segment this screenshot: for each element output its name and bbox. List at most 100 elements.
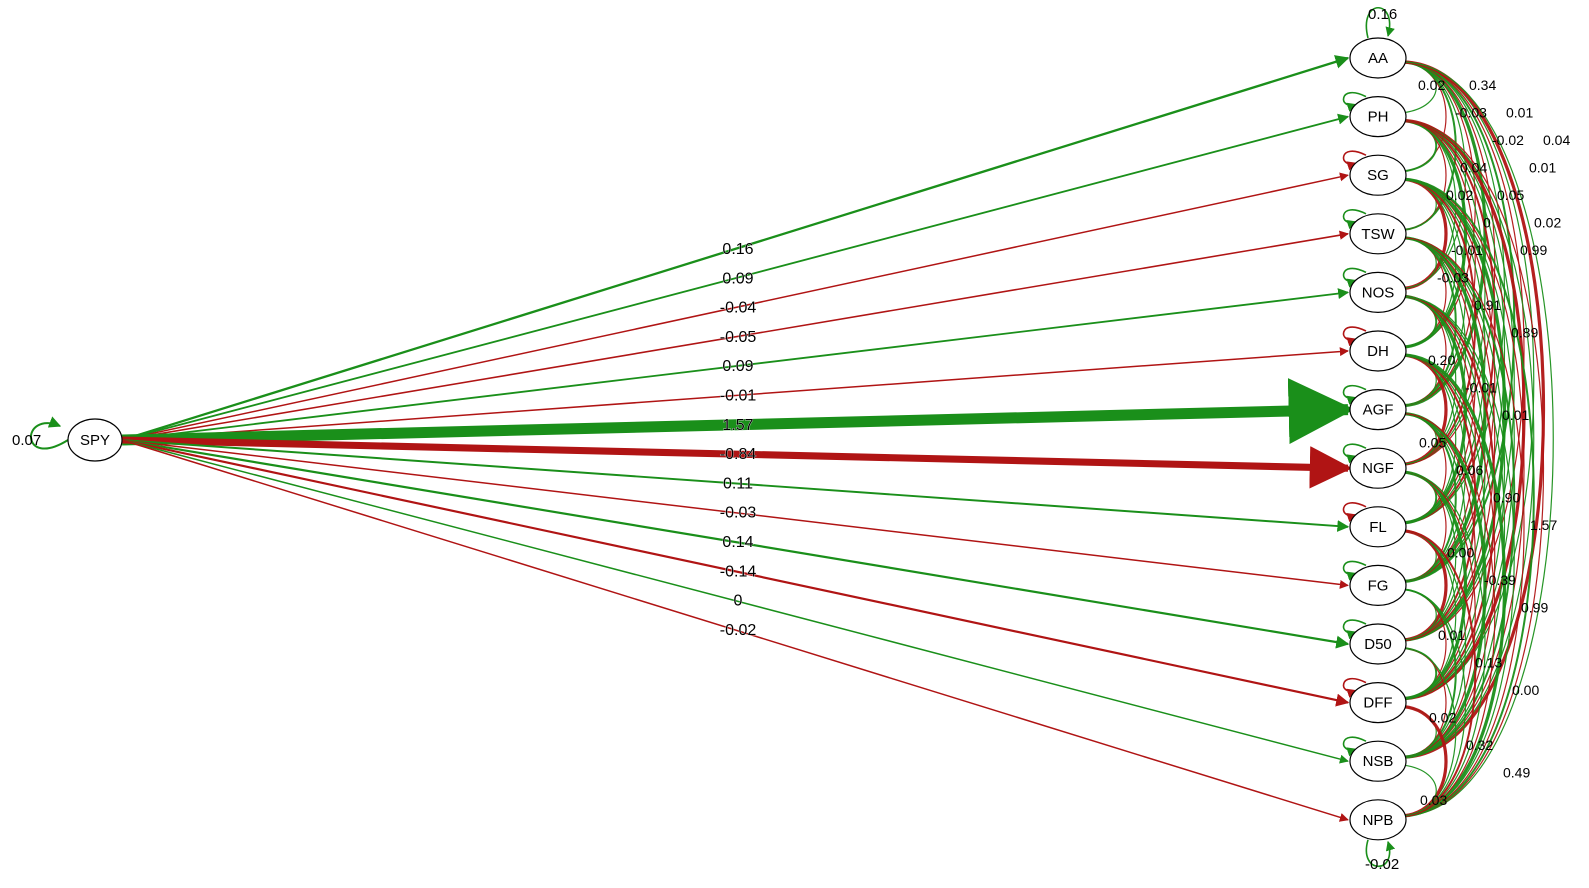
- path-label-spy-dh: -0.01: [720, 388, 757, 405]
- covariance-arc-aa-npb: [1403, 61, 1554, 817]
- covariance-arc-ph-fl: [1403, 119, 1496, 524]
- path-arrow-spy-ph[interactable]: [121, 113, 1350, 441]
- path-arrow-spy-ngf[interactable]: [121, 436, 1353, 489]
- ngf-node-label: NGF: [1362, 460, 1394, 477]
- covariance-arc-nos-dff: [1403, 295, 1496, 700]
- path-arrow-spy-fg[interactable]: [121, 439, 1349, 589]
- node-ph[interactable]: PH: [1349, 95, 1407, 138]
- covariance-label: -0.03: [1455, 105, 1487, 121]
- fg-ellipse: [1349, 564, 1407, 607]
- spy-ellipse: [67, 418, 123, 462]
- covariance-arc-sg-nsb: [1403, 178, 1525, 758]
- covariance-label: 0.00: [1512, 682, 1539, 698]
- self-loop-dh: [1342, 326, 1367, 347]
- nsb-ellipse: [1349, 740, 1407, 782]
- covariance-arc-ph-agf: [1403, 120, 1476, 407]
- path-label-spy-aa: 0.16: [722, 241, 753, 258]
- ph-ellipse: [1349, 95, 1407, 138]
- path-labels: 0.16 0.09 -0.04 -0.05 0.09 -0.01 1.57 -0.84 0.11…: [719, 241, 757, 640]
- path-arrow-spy-dh[interactable]: [121, 347, 1349, 441]
- path-label-spy-fl: 0.11: [723, 475, 753, 492]
- path-arrow-spy-sg[interactable]: [121, 172, 1349, 441]
- path-label-spy-nsb: 0: [734, 593, 743, 610]
- covariance-arc-ph-nsb: [1403, 120, 1535, 758]
- agf-node-label: AGF: [1363, 402, 1394, 419]
- tsw-node-label: TSW: [1361, 226, 1395, 243]
- covariance-label: 0: [1483, 215, 1491, 231]
- self-loop-fg: [1342, 560, 1367, 581]
- tsw-ellipse: [1349, 213, 1407, 255]
- path-label-spy-ngf: -0.84: [720, 446, 757, 463]
- path-arrow-spy-npb[interactable]: [121, 439, 1349, 822]
- self-loop-dff: [1342, 677, 1367, 698]
- covariance-label: -0.01: [1465, 380, 1497, 396]
- covariance-arc-aa-nsb: [1403, 60, 1545, 759]
- covariance-label: 0.01: [1506, 105, 1533, 121]
- aa-ellipse: [1349, 37, 1407, 79]
- path-label-spy-sg: -0.04: [720, 300, 757, 317]
- covariance-arc-sg-npb: [1403, 178, 1535, 817]
- dff-ellipse: [1349, 681, 1407, 724]
- covariance-arc-nos-fg: [1403, 295, 1476, 582]
- spy-node-label: SPY: [80, 432, 110, 449]
- node-fl[interactable]: FL: [1349, 506, 1407, 548]
- aa-node-label: AA: [1368, 50, 1388, 67]
- covariance-label: 0.06: [1456, 462, 1483, 478]
- covariance-label: 0.99: [1520, 242, 1547, 258]
- fl-node-label: FL: [1369, 519, 1387, 536]
- path-arrow-spy-fl[interactable]: [121, 439, 1350, 532]
- covariance-label: 0.04: [1460, 160, 1487, 176]
- d50-node-label: D50: [1364, 636, 1392, 653]
- node-sg[interactable]: SG: [1349, 154, 1407, 196]
- covariance-arc-tsw-npb: [1403, 237, 1525, 817]
- self-loop-nsb: [1342, 736, 1367, 757]
- covariance-arc-agf-npb: [1403, 413, 1496, 817]
- node-agf[interactable]: AGF: [1349, 389, 1407, 431]
- node-spy[interactable]: SPY 0.07: [12, 416, 123, 462]
- covariance-label: 0.05: [1419, 435, 1446, 451]
- path-arrow-spy-aa[interactable]: [121, 55, 1350, 442]
- node-d50[interactable]: D50: [1349, 623, 1407, 665]
- self-loop-nos: [1342, 267, 1367, 288]
- covariance-label: -0.01: [1451, 242, 1483, 258]
- agf-ellipse: [1349, 389, 1407, 431]
- path-arrow-spy-nsb[interactable]: [121, 439, 1349, 764]
- bottom-loop-label: -0.02: [1365, 856, 1399, 873]
- covariance-arc-nsb-npb: [1403, 764, 1437, 817]
- node-dh[interactable]: DH: [1349, 330, 1407, 372]
- node-ngf[interactable]: NGF: [1349, 447, 1407, 489]
- path-arrow-spy-nos[interactable]: [121, 288, 1350, 441]
- covariance-label: 0.02: [1429, 710, 1456, 726]
- path-label-spy-agf: 1.57: [722, 417, 753, 434]
- nodes: AA PH SG TSW NOS DH AGF NGF FL FG D50 DFF NSB NPB: [1349, 37, 1407, 841]
- node-dff[interactable]: DFF: [1349, 681, 1407, 724]
- covariance-arc-ngf-nsb: [1403, 471, 1476, 758]
- covariance-arc-sg-dff: [1403, 178, 1515, 700]
- node-nsb[interactable]: NSB: [1349, 740, 1407, 782]
- covariance-label: 0.89: [1511, 325, 1538, 341]
- path-arrow-spy-agf[interactable]: [121, 378, 1355, 446]
- path-label-spy-ph: 0.09: [722, 270, 753, 287]
- covariance-arcs: [1403, 60, 1554, 818]
- path-arrow-spy-tsw[interactable]: [121, 230, 1349, 441]
- self-loop-ph: [1342, 91, 1367, 112]
- self-loop-fl: [1342, 502, 1367, 523]
- covariance-label: 1.57: [1530, 517, 1557, 533]
- covariance-label: 0.32: [1466, 737, 1493, 753]
- ph-node-label: PH: [1368, 109, 1389, 126]
- covariance-arc-tsw-dff: [1403, 237, 1505, 700]
- path-arrow-spy-d50[interactable]: [121, 438, 1350, 649]
- node-nos[interactable]: NOS: [1349, 271, 1407, 313]
- covariance-arc-dh-dff: [1403, 354, 1486, 700]
- covariance-arc-ph-npb: [1403, 120, 1544, 817]
- node-aa[interactable]: AA: [1349, 37, 1407, 79]
- node-npb[interactable]: NPB: [1349, 799, 1407, 841]
- dff-node-label: DFF: [1363, 695, 1392, 712]
- node-tsw[interactable]: TSW: [1349, 213, 1407, 255]
- path-arrow-spy-dff[interactable]: [121, 438, 1350, 707]
- node-fg[interactable]: FG: [1349, 564, 1407, 607]
- covariance-label: 0.02: [1418, 77, 1445, 93]
- self-loops: [1342, 7, 1396, 867]
- covariance-label: 0.01: [1529, 160, 1556, 176]
